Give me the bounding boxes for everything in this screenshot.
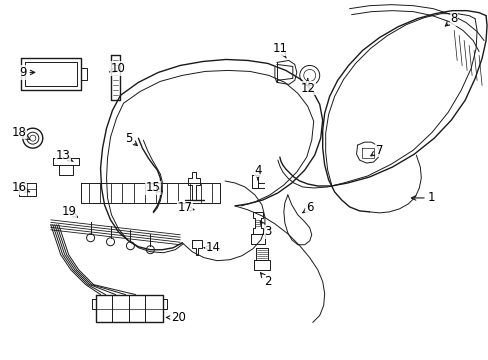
Text: 16: 16 <box>11 181 30 194</box>
Text: 7: 7 <box>370 144 383 157</box>
Text: 13: 13 <box>55 149 73 162</box>
Text: 5: 5 <box>124 132 137 145</box>
Text: 6: 6 <box>302 201 313 215</box>
Text: 3: 3 <box>260 221 271 238</box>
Text: 18: 18 <box>11 126 30 139</box>
Text: 17: 17 <box>177 201 194 215</box>
Text: 4: 4 <box>254 163 261 180</box>
Text: 9: 9 <box>19 66 35 79</box>
Text: 2: 2 <box>260 273 271 288</box>
Text: 11: 11 <box>272 42 287 58</box>
Text: 19: 19 <box>61 205 78 219</box>
Text: 14: 14 <box>204 241 220 254</box>
Text: 20: 20 <box>166 311 185 324</box>
Text: 15: 15 <box>145 181 162 194</box>
Text: 1: 1 <box>410 192 434 204</box>
Text: 12: 12 <box>300 78 315 95</box>
Text: 10: 10 <box>109 62 126 75</box>
Text: 8: 8 <box>445 12 457 26</box>
